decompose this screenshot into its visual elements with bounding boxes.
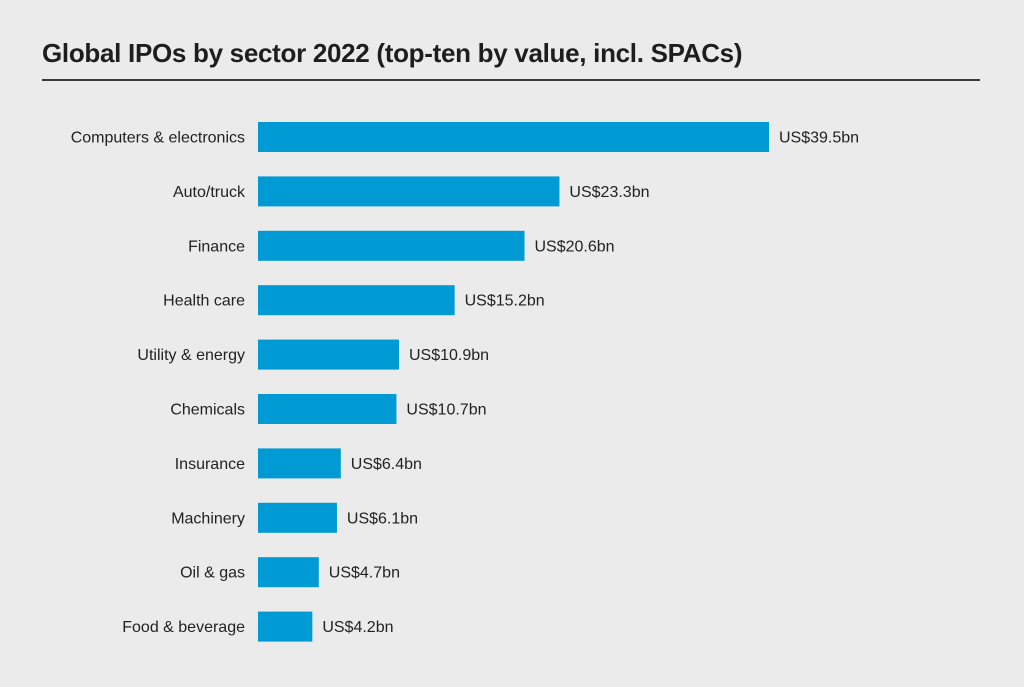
data-label: US$6.4bn <box>351 456 422 473</box>
category-label: Finance <box>188 238 245 255</box>
data-label: US$15.2bn <box>465 293 545 310</box>
bar <box>258 557 319 588</box>
bar <box>258 176 560 207</box>
category-label: Food & beverage <box>122 619 245 636</box>
title-divider <box>42 79 980 81</box>
bar <box>258 285 455 316</box>
data-label: US$6.1bn <box>347 510 418 527</box>
data-label: US$10.7bn <box>406 402 486 419</box>
data-label: US$10.9bn <box>409 347 489 364</box>
category-label: Utility & energy <box>137 347 245 364</box>
chart-title: Global IPOs by sector 2022 (top-ten by v… <box>42 38 743 68</box>
category-label: Health care <box>163 293 245 310</box>
data-label: US$23.3bn <box>569 184 649 201</box>
data-label: US$39.5bn <box>779 130 859 147</box>
category-label: Auto/truck <box>173 184 246 201</box>
bar <box>258 122 769 152</box>
bar <box>258 339 400 370</box>
bar <box>258 448 341 479</box>
data-label: US$20.6bn <box>534 238 614 255</box>
category-label: Insurance <box>175 456 245 473</box>
category-label: Oil & gas <box>180 565 245 582</box>
data-label: US$4.2bn <box>322 619 393 636</box>
category-label: Computers & electronics <box>71 130 245 147</box>
bar <box>258 394 397 424</box>
data-label: US$4.7bn <box>329 565 400 582</box>
category-label: Chemicals <box>170 402 245 419</box>
category-label: Machinery <box>171 510 245 527</box>
bar <box>258 611 313 642</box>
bar <box>258 230 525 261</box>
bar <box>258 502 337 533</box>
